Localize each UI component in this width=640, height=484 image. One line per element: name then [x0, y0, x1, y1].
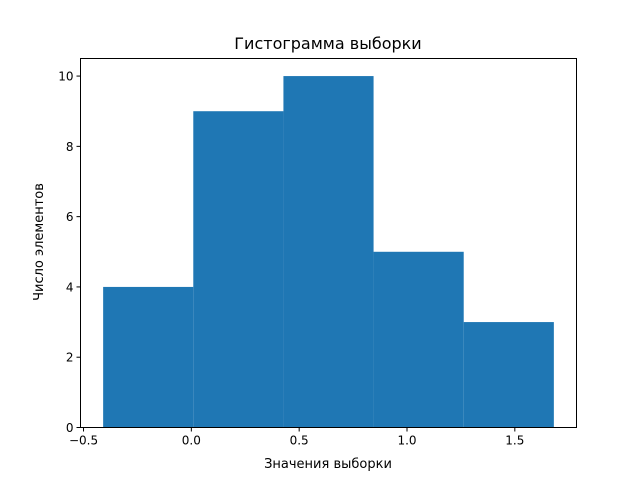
x-tick-label: 0.0 — [182, 434, 201, 448]
y-tick-label: 6 — [66, 210, 74, 224]
axes-frame — [80, 58, 577, 428]
x-tick-label: 1.0 — [397, 434, 416, 448]
x-axis-label: Значения выборки — [264, 457, 392, 472]
x-tick-label: −0.5 — [69, 434, 98, 448]
y-tick-label: 2 — [66, 351, 74, 365]
y-tick-label: 0 — [66, 421, 74, 435]
y-tick-label: 8 — [66, 140, 74, 154]
y-tick-label: 10 — [58, 70, 73, 84]
histogram-bar — [193, 111, 284, 428]
x-ticks: −0.5 0.0 0.5 1.0 1.5 — [69, 427, 524, 448]
histogram-bar — [103, 286, 194, 428]
histogram-bar — [283, 76, 374, 428]
x-tick-label: 1.5 — [505, 434, 524, 448]
x-tick-label: 0.5 — [290, 434, 309, 448]
y-axis-label: Число элементов — [32, 183, 47, 301]
bars-group — [103, 76, 554, 428]
histogram-bar — [373, 251, 464, 428]
y-tick-label: 4 — [66, 280, 74, 294]
chart-title: Гистограмма выборки — [234, 34, 421, 53]
y-ticks: 0 2 4 6 8 10 — [58, 70, 81, 435]
histogram-bar — [463, 322, 554, 428]
